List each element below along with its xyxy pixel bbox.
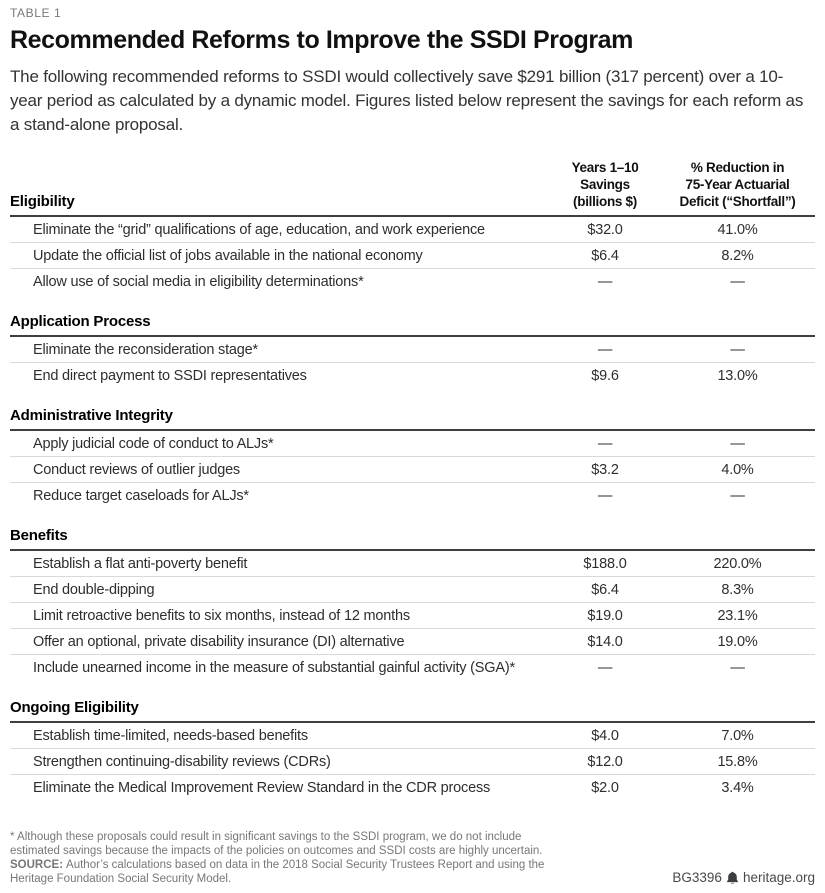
pct-value: 41.0% <box>717 221 758 238</box>
section-title-row: Benefits <box>10 527 815 551</box>
reform-label: Offer an optional, private disability in… <box>33 633 405 650</box>
site-url: heritage.org <box>742 870 815 885</box>
section-application-process: Application Process Eliminate the recons… <box>10 313 815 388</box>
document-id: BG3396 <box>672 870 722 885</box>
section-title-row: Administrative Integrity <box>10 407 815 431</box>
savings-value: $3.2 <box>591 461 619 478</box>
table-row: Offer an optional, private disability in… <box>10 629 815 655</box>
section-title: Benefits <box>10 527 68 544</box>
section-title-eligibility: Eligibility <box>10 193 75 210</box>
section-benefits: Benefits Establish a flat anti-poverty b… <box>10 527 815 680</box>
reform-label: Limit retroactive benefits to six months… <box>33 607 410 624</box>
savings-value: — <box>597 659 613 676</box>
reform-label: End double-dipping <box>33 581 155 598</box>
section-title: Administrative Integrity <box>10 407 173 424</box>
section-title: Application Process <box>10 313 151 330</box>
savings-value: — <box>597 273 613 290</box>
section-title-row: Application Process <box>10 313 815 337</box>
footnote-text: * Although these proposals could result … <box>10 831 543 857</box>
reform-label: Establish time-limited, needs-based bene… <box>33 727 308 744</box>
savings-value: — <box>597 435 613 452</box>
savings-value: $6.4 <box>591 247 619 264</box>
table-row: Eliminate the reconsideration stage* — — <box>10 337 815 363</box>
reform-label: Reduce target caseloads for ALJs* <box>33 487 249 504</box>
pct-value: 7.0% <box>721 727 754 744</box>
savings-value: $4.0 <box>591 727 619 744</box>
column-header-savings: Years 1–10 Savings (billions $) <box>571 160 639 209</box>
column-header-pct-reduction: % Reduction in 75-Year Actuarial Deficit… <box>679 160 796 209</box>
table-row: Conduct reviews of outlier judges $3.2 4… <box>10 457 815 483</box>
section-ongoing-eligibility: Ongoing Eligibility Establish time-limit… <box>10 699 815 800</box>
reform-label: Eliminate the reconsideration stage* <box>33 341 258 358</box>
pct-value: 19.0% <box>717 633 758 650</box>
pct-value: 4.0% <box>721 461 754 478</box>
pct-value: 13.0% <box>717 367 758 384</box>
source-label: SOURCE: <box>10 859 64 871</box>
pct-value: 8.2% <box>721 247 754 264</box>
savings-value: $19.0 <box>587 607 623 624</box>
reforms-table: Eligibility Years 1–10 Savings (billions… <box>10 159 815 800</box>
table-header-row: Eligibility Years 1–10 Savings (billions… <box>10 159 815 217</box>
table-row: Update the official list of jobs availab… <box>10 243 815 269</box>
liberty-bell-icon <box>727 871 738 884</box>
reform-label: Include unearned income in the measure o… <box>33 659 515 676</box>
section-rows-eligibility: Eliminate the “grid” qualifications of a… <box>10 217 815 294</box>
savings-value: $14.0 <box>587 633 623 650</box>
table-row: Strengthen continuing-disability reviews… <box>10 749 815 775</box>
table-row: Reduce target caseloads for ALJs* — — <box>10 483 815 508</box>
savings-value: $6.4 <box>591 581 619 598</box>
reform-label: Conduct reviews of outlier judges <box>33 461 240 478</box>
reform-label: Strengthen continuing-disability reviews… <box>33 753 331 770</box>
reform-label: Update the official list of jobs availab… <box>33 247 423 264</box>
savings-value: $12.0 <box>587 753 623 770</box>
table-row: End direct payment to SSDI representativ… <box>10 363 815 388</box>
pct-value: 220.0% <box>713 555 762 572</box>
savings-value: $9.6 <box>591 367 619 384</box>
table-row: Establish a flat anti-poverty benefit $1… <box>10 551 815 577</box>
table-row: Allow use of social media in eligibility… <box>10 269 815 294</box>
reform-label: Allow use of social media in eligibility… <box>33 273 364 290</box>
reform-label: Eliminate the “grid” qualifications of a… <box>33 221 485 238</box>
pct-value: 23.1% <box>717 607 758 624</box>
source-text: Author’s calculations based on data in t… <box>10 859 545 885</box>
reform-label: End direct payment to SSDI representativ… <box>33 367 307 384</box>
section-title: Ongoing Eligibility <box>10 699 139 716</box>
table-row: Limit retroactive benefits to six months… <box>10 603 815 629</box>
savings-value: $32.0 <box>587 221 623 238</box>
pct-value: — <box>730 659 745 676</box>
pct-value: — <box>730 273 745 290</box>
pct-value: 15.8% <box>717 753 758 770</box>
savings-value: — <box>597 341 613 358</box>
pct-value: — <box>730 435 745 452</box>
section-administrative-integrity: Administrative Integrity Apply judicial … <box>10 407 815 508</box>
reform-label: Eliminate the Medical Improvement Review… <box>33 779 491 796</box>
table-row: Apply judicial code of conduct to ALJs* … <box>10 431 815 457</box>
savings-value: — <box>597 487 613 504</box>
section-title-row: Ongoing Eligibility <box>10 699 815 723</box>
column-headers: Years 1–10 Savings (billions $) % Reduct… <box>550 159 815 210</box>
source-line: SOURCE: Author’s calculations based on da… <box>10 858 572 886</box>
reform-label: Establish a flat anti-poverty benefit <box>33 555 248 572</box>
table-number: TABLE 1 <box>10 6 62 20</box>
document-footer: BG3396 heritage.org <box>672 870 815 886</box>
pct-value: — <box>730 341 745 358</box>
page-title: Recommended Reforms to Improve the SSDI … <box>10 26 634 54</box>
table-row: End double-dipping $6.4 8.3% <box>10 577 815 603</box>
notes-block: * Although these proposals could result … <box>10 830 572 886</box>
savings-value: $2.0 <box>591 779 619 796</box>
pct-value: — <box>730 487 745 504</box>
reform-label: Apply judicial code of conduct to ALJs* <box>33 435 274 452</box>
pct-value: 3.4% <box>721 779 754 796</box>
savings-value: $188.0 <box>583 555 627 572</box>
table-row: Establish time-limited, needs-based bene… <box>10 723 815 749</box>
footer-area: * Although these proposals could result … <box>10 830 815 886</box>
pct-value: 8.3% <box>721 581 754 598</box>
intro-paragraph: The following recommended reforms to SSD… <box>10 67 804 134</box>
table-row: Include unearned income in the measure o… <box>10 655 815 680</box>
table-row: Eliminate the Medical Improvement Review… <box>10 775 815 800</box>
table-row: Eliminate the “grid” qualifications of a… <box>10 217 815 243</box>
